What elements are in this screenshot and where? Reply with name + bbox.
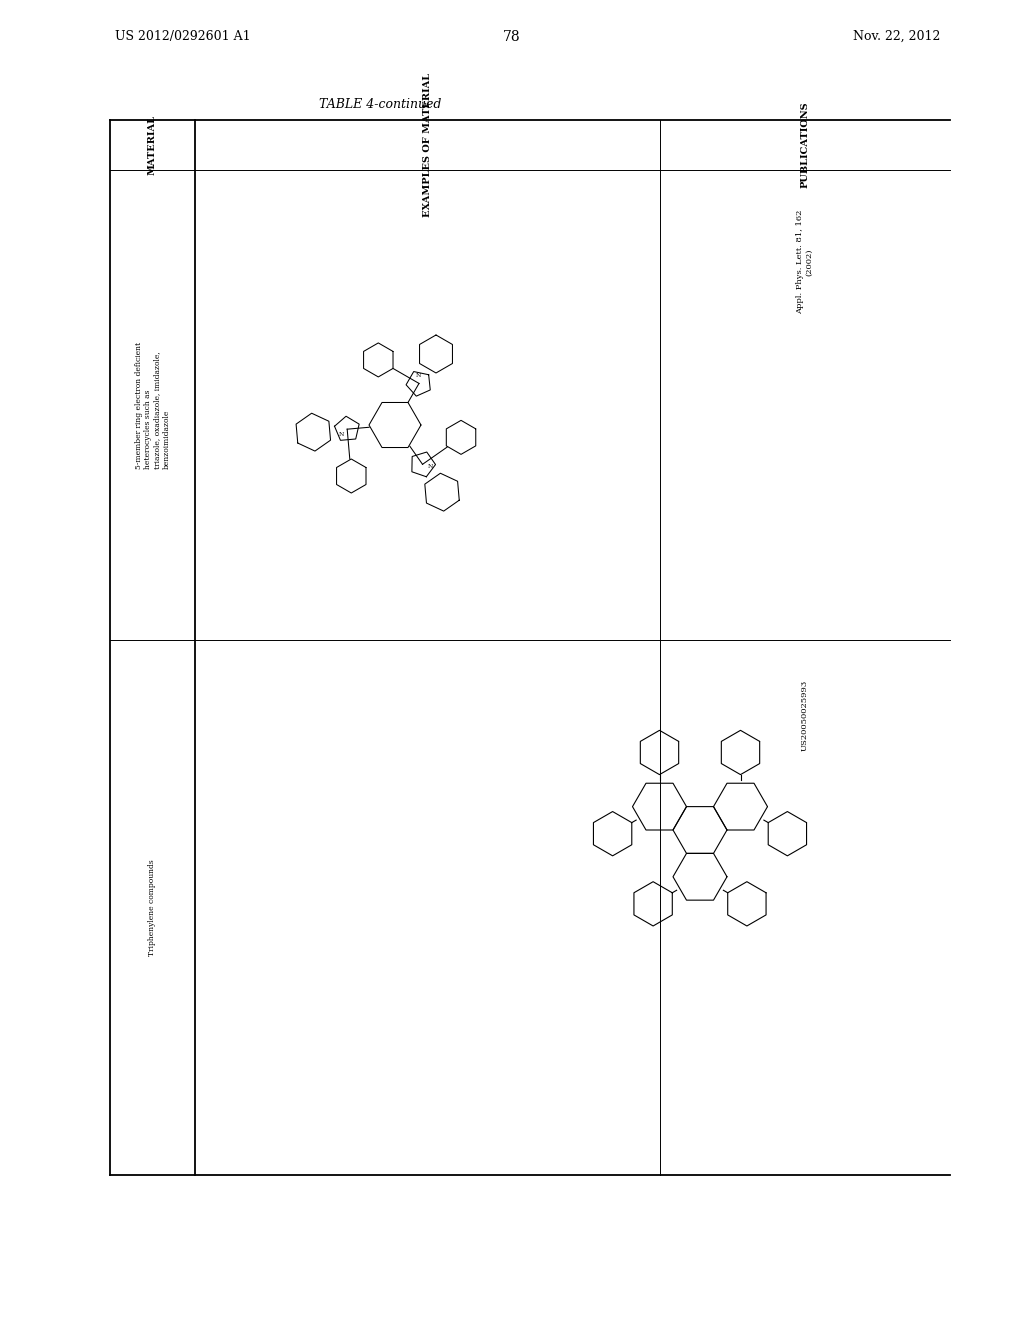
Text: N: N <box>416 374 421 378</box>
Text: US20050025993: US20050025993 <box>801 680 809 751</box>
Text: MATERIAL: MATERIAL <box>148 115 157 176</box>
Text: PUBLICATIONS: PUBLICATIONS <box>801 102 810 189</box>
Text: EXAMPLES OF MATERIAL: EXAMPLES OF MATERIAL <box>423 73 432 216</box>
Text: Nov. 22, 2012: Nov. 22, 2012 <box>853 30 940 44</box>
Text: N: N <box>427 465 433 470</box>
Text: N: N <box>339 432 344 437</box>
Text: 5-member ring electron deficient
heterocycles such as
triazole, oxadiazole, imid: 5-member ring electron deficient heteroc… <box>135 342 170 469</box>
Text: TABLE 4-continued: TABLE 4-continued <box>318 98 441 111</box>
Text: Triphenylene compounds: Triphenylene compounds <box>148 859 157 956</box>
Text: US 2012/0292601 A1: US 2012/0292601 A1 <box>115 30 251 44</box>
Text: Appl. Phys. Lett. 81, 162
(2002): Appl. Phys. Lett. 81, 162 (2002) <box>797 210 814 314</box>
Text: 78: 78 <box>503 30 521 44</box>
